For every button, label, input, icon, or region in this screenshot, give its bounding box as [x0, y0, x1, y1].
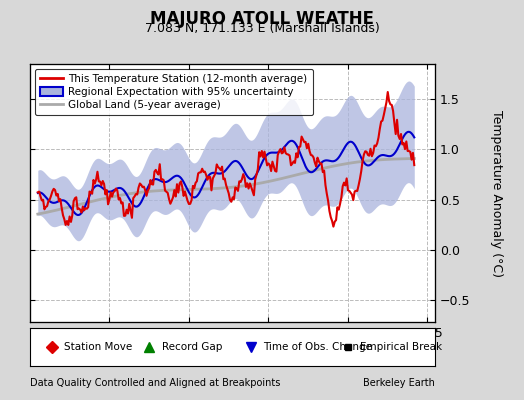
Text: Empirical Break: Empirical Break	[360, 342, 442, 352]
Y-axis label: Temperature Anomaly (°C): Temperature Anomaly (°C)	[490, 110, 503, 276]
Text: MAJURO ATOLL WEATHE: MAJURO ATOLL WEATHE	[150, 10, 374, 28]
Text: Data Quality Controlled and Aligned at Breakpoints: Data Quality Controlled and Aligned at B…	[30, 378, 280, 388]
Text: Station Move: Station Move	[64, 342, 133, 352]
Text: Record Gap: Record Gap	[161, 342, 222, 352]
Text: Time of Obs. Change: Time of Obs. Change	[263, 342, 372, 352]
Legend: This Temperature Station (12-month average), Regional Expectation with 95% uncer: This Temperature Station (12-month avera…	[35, 69, 313, 115]
Text: Berkeley Earth: Berkeley Earth	[363, 378, 435, 388]
Text: 7.083 N, 171.133 E (Marshall Islands): 7.083 N, 171.133 E (Marshall Islands)	[145, 22, 379, 35]
